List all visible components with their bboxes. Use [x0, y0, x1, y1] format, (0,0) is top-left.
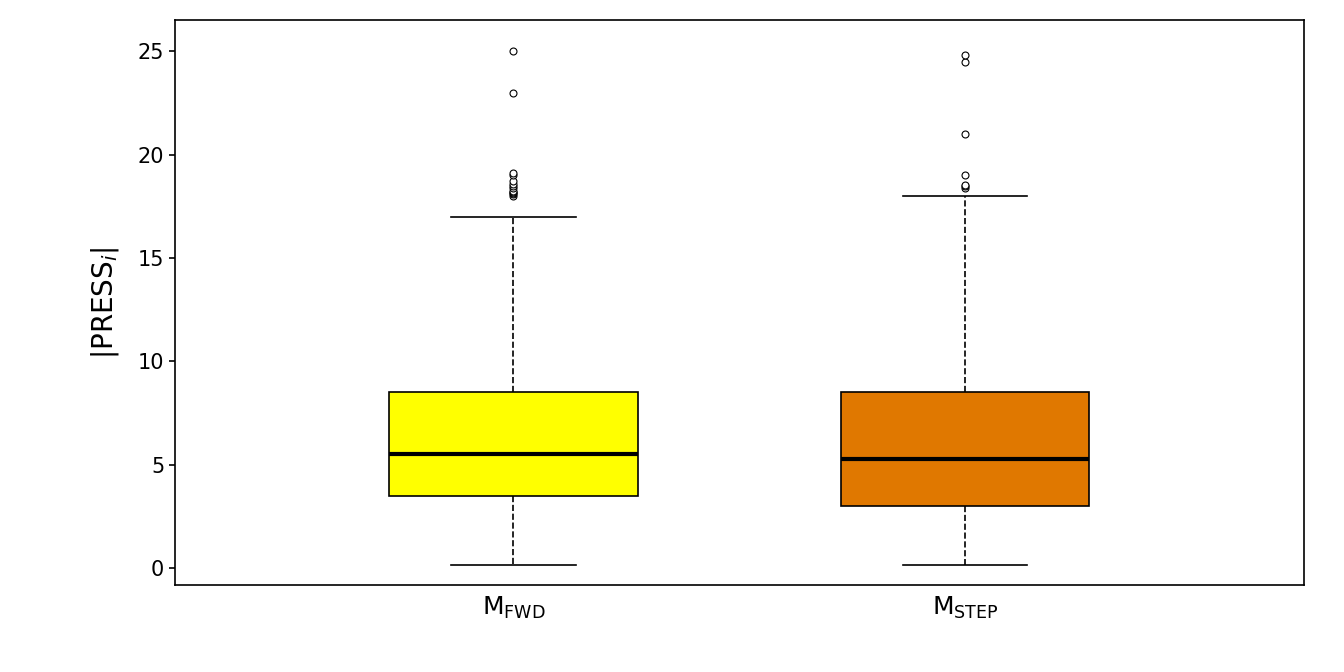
Bar — [841, 392, 1089, 506]
Bar — [390, 392, 637, 496]
Y-axis label: $|\mathrm{PRESS}_{i}|$: $|\mathrm{PRESS}_{i}|$ — [89, 246, 121, 359]
